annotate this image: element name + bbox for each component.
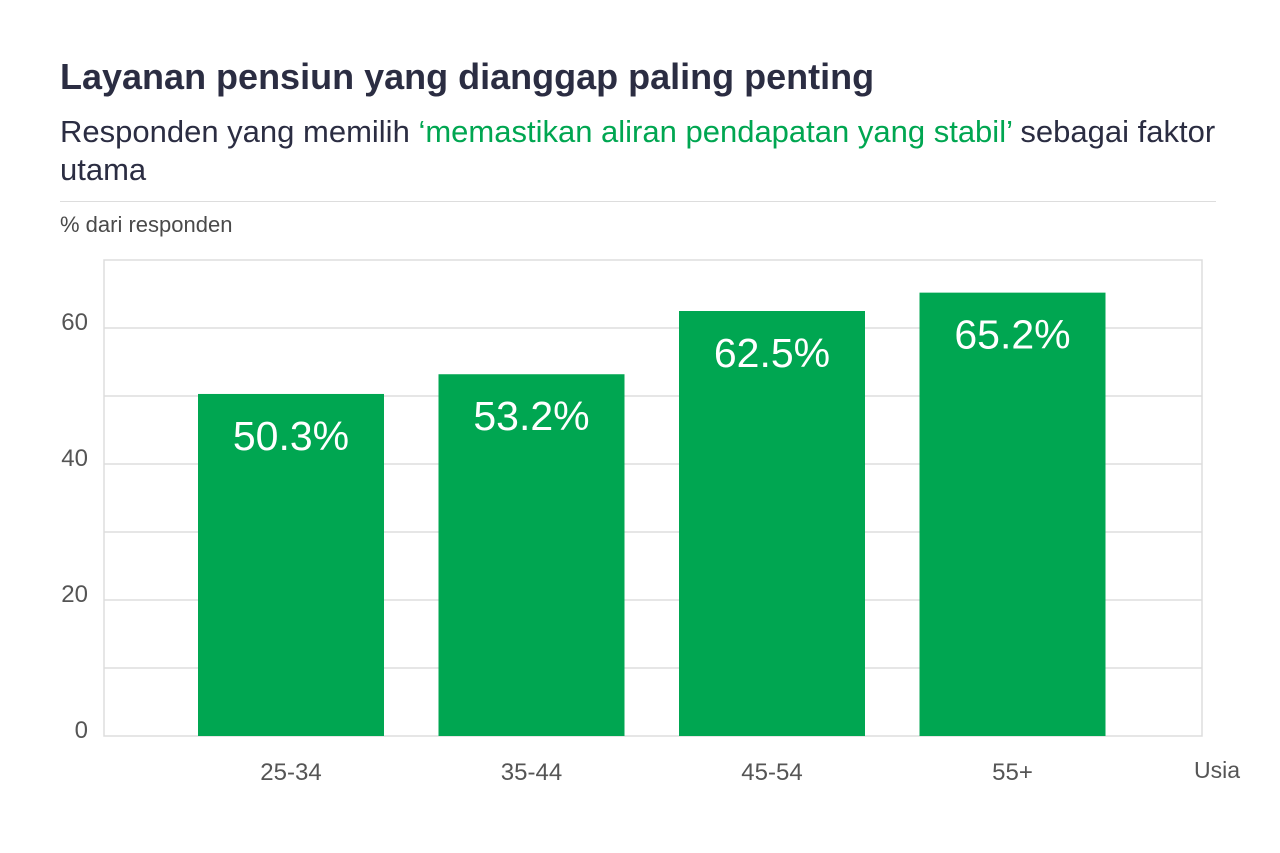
- bar-35-44: [438, 374, 625, 736]
- y-tick-label: 0: [75, 717, 88, 744]
- bars: 50.3% 53.2% 62.5% 65.2%: [198, 292, 1106, 736]
- bar-25-34: [198, 393, 384, 736]
- x-tick-label: 25-34: [260, 759, 321, 786]
- data-label: 65.2%: [954, 312, 1070, 358]
- y-axis-label: % dari responden: [60, 212, 233, 237]
- x-axis-label: Usia: [1194, 757, 1240, 783]
- subtitle-highlight: ‘memastikan aliran pendapatan yang stabi…: [418, 114, 1012, 149]
- bar-55+: [919, 292, 1106, 736]
- y-tick-labels: 0 20 40 60: [61, 309, 88, 744]
- y-tick-label: 20: [61, 581, 88, 608]
- x-tick-labels: 25-34 35-44 45-54 55+: [260, 759, 1033, 786]
- x-tick-label: 35-44: [501, 759, 562, 786]
- subtitle-text-start: Responden yang memilih: [60, 114, 419, 149]
- plot-frame: [103, 259, 1203, 737]
- title-divider: [60, 201, 1216, 202]
- bar-45-54: [679, 311, 865, 736]
- data-label: 53.2%: [473, 393, 589, 439]
- x-tick-label: 45-54: [741, 759, 802, 786]
- x-tick-label: 55+: [992, 759, 1033, 786]
- y-tick-label: 40: [61, 445, 88, 472]
- data-label: 62.5%: [714, 330, 830, 376]
- data-label: 50.3%: [233, 413, 349, 459]
- chart-title: Layanan pensiun yang dianggap paling pen…: [60, 56, 875, 97]
- chart-subtitle: Responden yang memilih ‘memastikan alira…: [60, 113, 1220, 189]
- subtitle-text-end: sebagai faktor utama: [60, 114, 1216, 187]
- y-tick-label: 60: [61, 309, 88, 336]
